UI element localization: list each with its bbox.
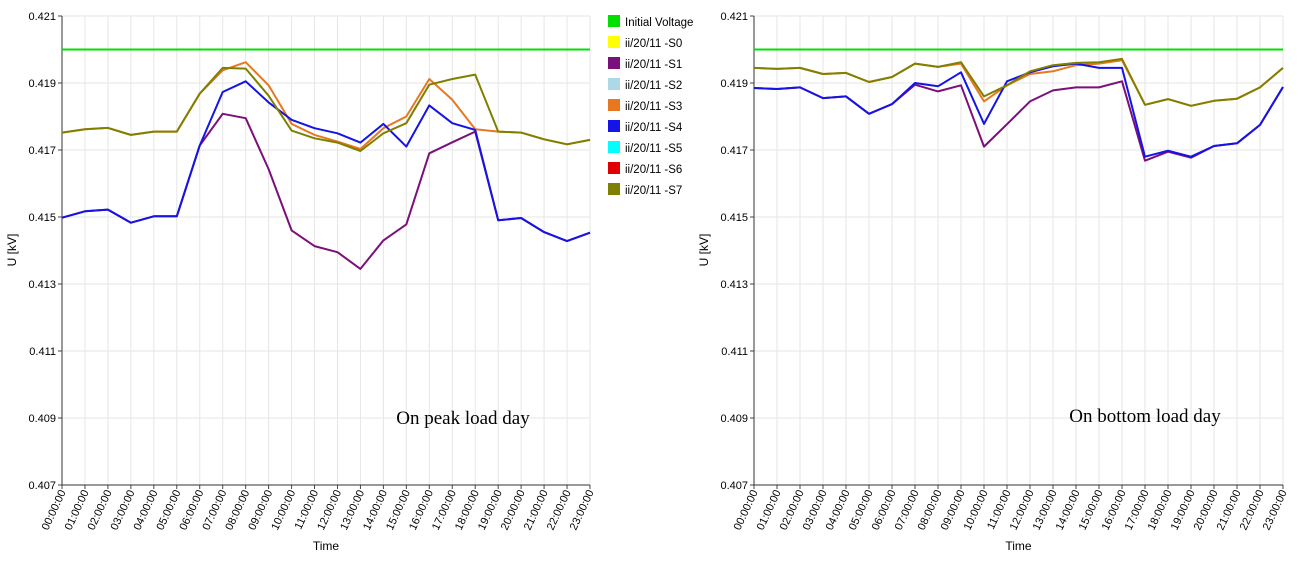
y-tick-label: 0.413 <box>28 279 56 291</box>
series-line-ii-20-11-s7 <box>61 66 591 152</box>
legend-swatch <box>608 57 620 69</box>
series-line-ii-20-11-s1 <box>61 112 591 270</box>
y-tick-label: 0.419 <box>28 78 56 90</box>
legend-label: ii/20/11 -S1 <box>625 59 682 71</box>
x-axis-title: Time <box>1005 539 1032 553</box>
y-tick-label: 0.409 <box>28 413 56 425</box>
legend-swatch <box>608 183 620 195</box>
y-tick-label: 0.409 <box>720 413 748 425</box>
legend-label: ii/20/11 -S2 <box>625 80 682 92</box>
y-tick-label: 0.413 <box>720 279 748 291</box>
y-tick-label: 0.411 <box>29 346 56 358</box>
series-line-ii-20-11-s4 <box>753 62 1284 158</box>
series-line-ii-20-11-s3 <box>61 61 591 150</box>
legend-label: ii/20/11 -S7 <box>625 185 682 197</box>
series-line-ii-20-11-s1 <box>753 80 1284 162</box>
legend-swatch <box>608 120 620 132</box>
legend-label: ii/20/11 -S4 <box>625 122 683 134</box>
x-axis-title: Time <box>313 539 340 553</box>
legend-label: Initial Voltage <box>625 17 693 29</box>
legend-label: ii/20/11 -S3 <box>625 101 682 113</box>
y-tick-label: 0.415 <box>720 212 748 224</box>
legend-swatch <box>608 141 620 153</box>
y-tick-label: 0.419 <box>720 78 748 90</box>
series-line-ii-20-11-s7 <box>753 57 1284 107</box>
legend-swatch <box>608 99 620 111</box>
legend: Initial Voltage ii/20/11 -S0 ii/20/11 -S1 i… <box>608 15 693 197</box>
legend-swatch <box>608 162 620 174</box>
y-axis-title: U [kV] <box>697 234 711 267</box>
y-tick-label: 0.407 <box>28 480 56 492</box>
legend-label: ii/20/11 -S0 <box>625 38 682 50</box>
chart-annotation: On bottom load day <box>1069 406 1221 427</box>
y-tick-label: 0.417 <box>720 145 748 157</box>
legend-swatch <box>608 36 620 48</box>
chart-peak-load-day: 0.407 0.409 0.411 0.413 0.415 0.417 0.419 0.421… <box>5 11 597 553</box>
series-line-ii-20-11-s4 <box>61 80 591 243</box>
y-tick-label: 0.415 <box>28 212 56 224</box>
y-tick-label: 0.421 <box>720 11 748 23</box>
y-axis-title: U [kV] <box>5 234 19 267</box>
legend-swatch <box>608 78 620 90</box>
y-tick-label: 0.411 <box>721 346 748 358</box>
y-tick-label: 0.407 <box>720 480 748 492</box>
legend-label: ii/20/11 -S6 <box>625 164 682 176</box>
legend-swatch <box>608 15 620 27</box>
y-tick-label: 0.421 <box>28 11 56 23</box>
y-tick-label: 0.417 <box>28 145 56 157</box>
legend-label: ii/20/11 -S5 <box>625 143 682 155</box>
chart-bottom-load-day: 0.407 0.409 0.411 0.413 0.415 0.417 0.419 0.421… <box>697 11 1290 553</box>
chart-annotation: On peak load day <box>396 408 530 429</box>
